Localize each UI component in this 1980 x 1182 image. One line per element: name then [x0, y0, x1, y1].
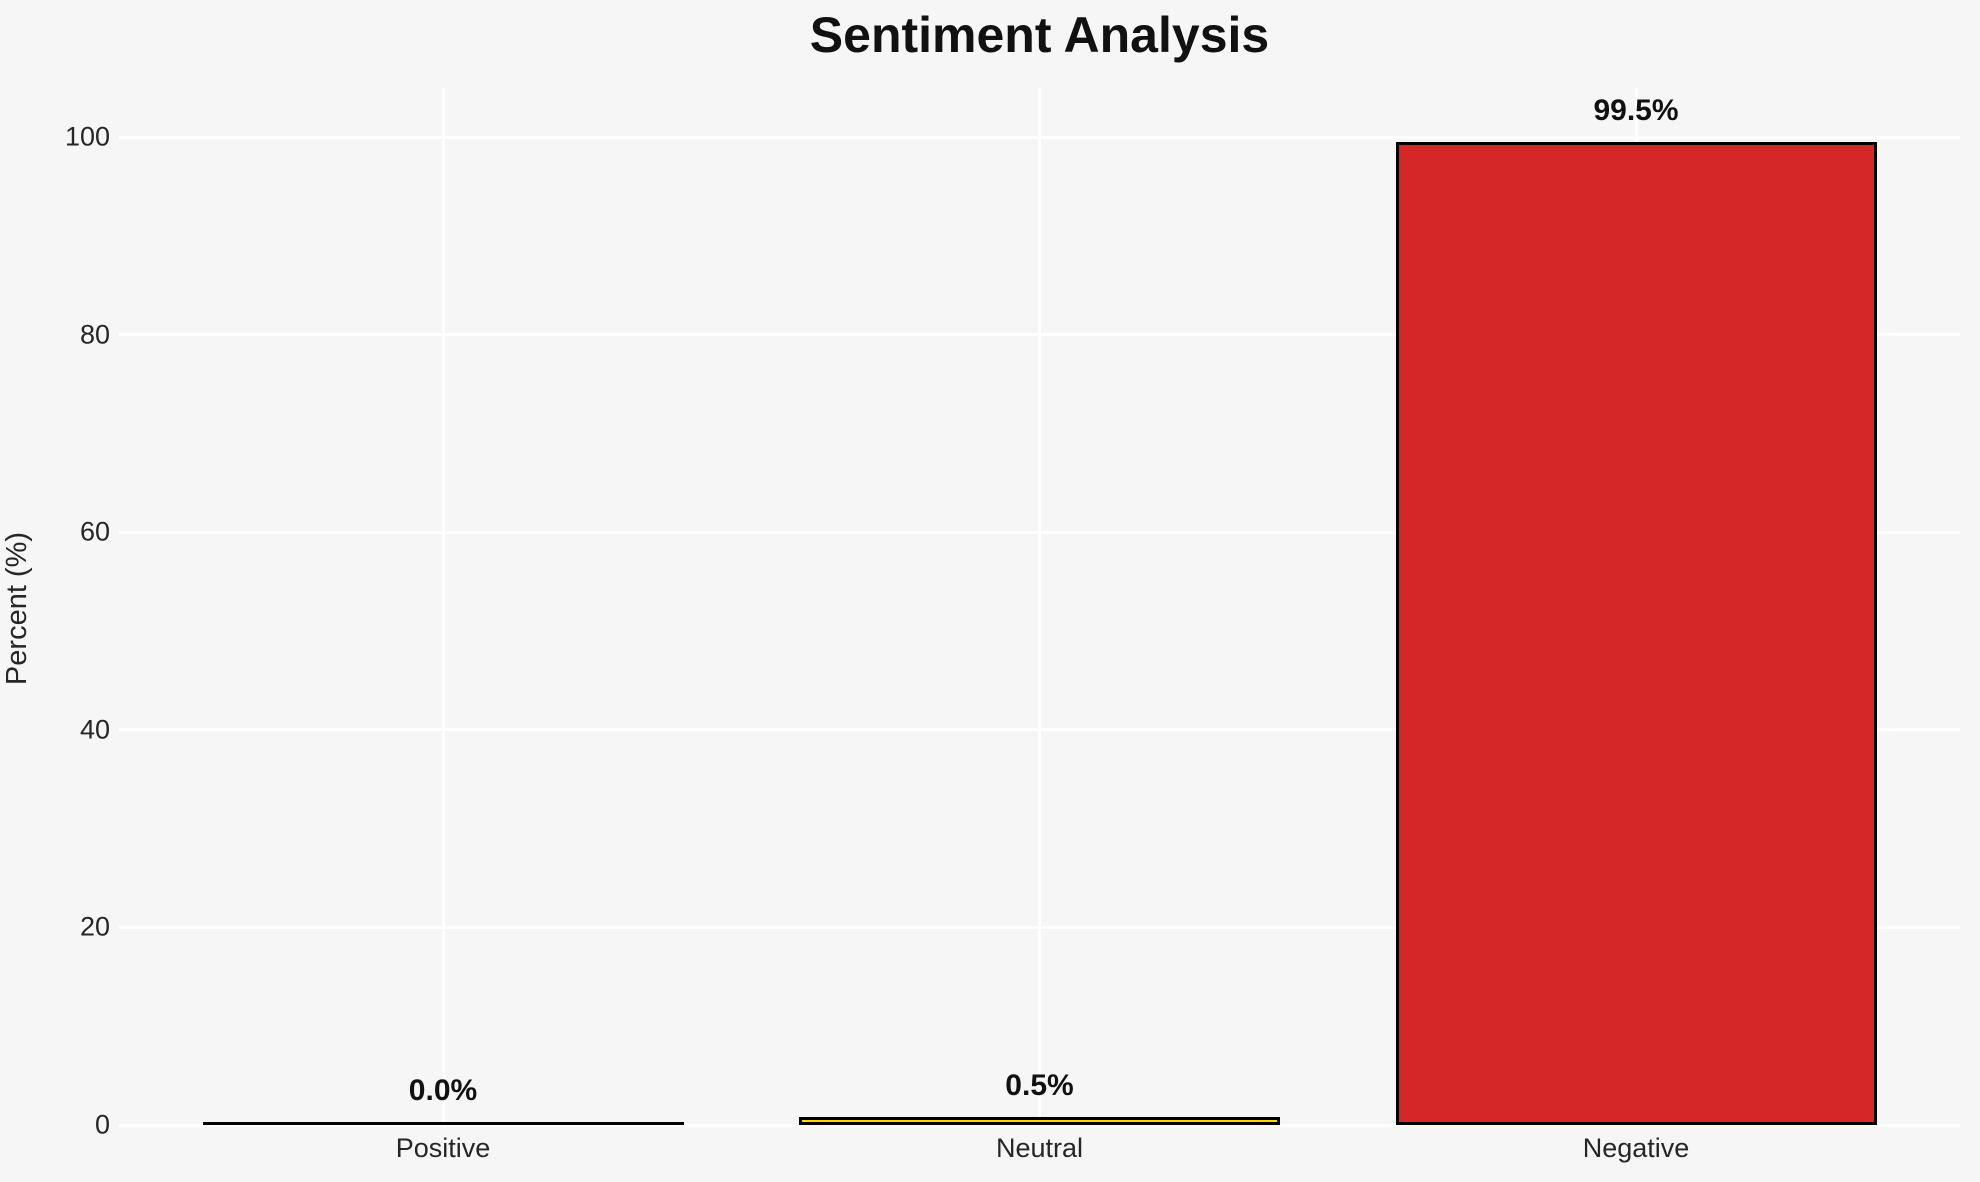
y-tick-60: 60 — [79, 516, 110, 547]
bar-value-positive: 0.0% — [408, 1074, 478, 1107]
y-tick-0: 0 — [94, 1109, 110, 1140]
x-tick-positive: Positive — [395, 1133, 491, 1163]
x-tick-negative: Negative — [1582, 1133, 1690, 1163]
bar-value-neutral: 0.5% — [1005, 1069, 1074, 1102]
y-tick-100: 100 — [64, 121, 110, 152]
y-tick-40: 40 — [79, 714, 110, 745]
gridline-x-neutral — [1038, 88, 1041, 1125]
bar-positive — [202, 1122, 684, 1125]
x-tick-neutral: Neutral — [995, 1133, 1084, 1163]
gridline-x-positive — [441, 88, 445, 1125]
bar-value-negative: 99.5% — [1593, 94, 1679, 128]
bar-neutral — [799, 1117, 1280, 1125]
bar-negative — [1395, 142, 1877, 1125]
gridline-y-0 — [119, 1123, 1960, 1127]
plot-area — [119, 88, 1960, 1127]
y-tick-20: 20 — [79, 911, 110, 942]
y-tick-80: 80 — [79, 319, 110, 350]
chart-title: Sentiment Analysis — [809, 7, 1270, 63]
